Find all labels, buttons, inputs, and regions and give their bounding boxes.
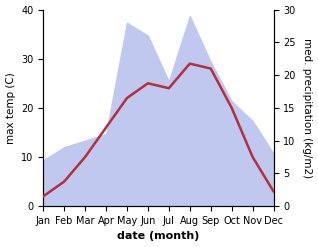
X-axis label: date (month): date (month) xyxy=(117,231,200,242)
Y-axis label: max temp (C): max temp (C) xyxy=(5,72,16,144)
Y-axis label: med. precipitation (kg/m2): med. precipitation (kg/m2) xyxy=(302,38,313,178)
